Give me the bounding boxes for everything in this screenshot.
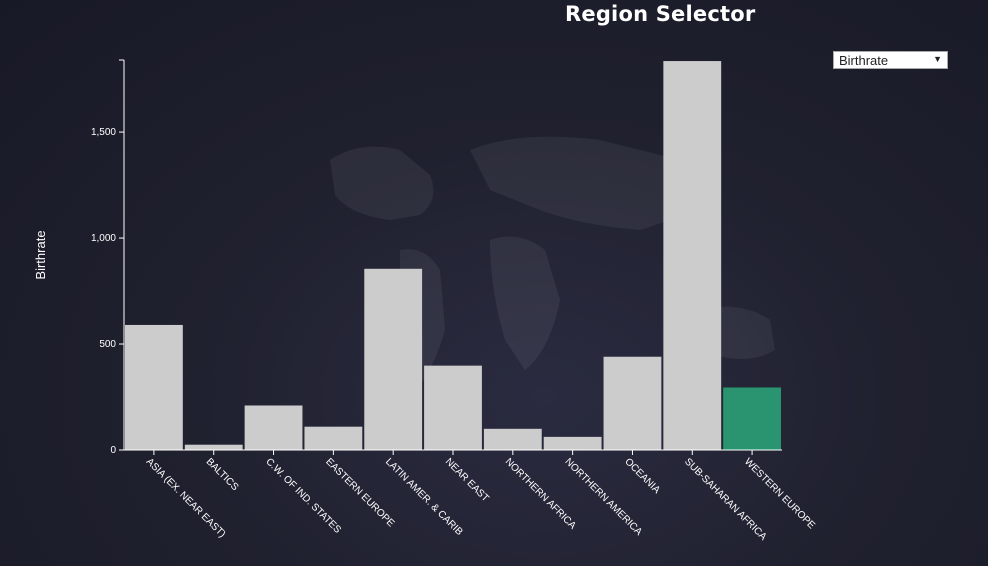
bar-eastern-europe[interactable] <box>304 426 363 450</box>
metric-dropdown[interactable]: Birthrate ▼ <box>833 51 948 69</box>
bar-sub-saharan-africa[interactable] <box>663 61 722 450</box>
bar-c-w-of-ind-states[interactable] <box>244 405 303 450</box>
y-axis-label: Birthrate <box>33 230 48 279</box>
bar-oceania[interactable] <box>603 356 662 450</box>
bar-western-europe[interactable] <box>723 387 781 450</box>
y-tick-label: 1,500 <box>91 127 116 138</box>
metric-dropdown-value: Birthrate <box>839 53 889 68</box>
bar-northern-africa[interactable] <box>483 428 542 450</box>
x-axis: ASIA (EX. NEAR EAST)BALTICS C.W. OF IND. … <box>124 449 817 543</box>
x-tick-label: BALTICS <box>204 456 241 493</box>
y-axis: 0 500 1,000 1,500 <box>91 59 125 456</box>
bar-near-east[interactable] <box>424 365 482 450</box>
triangle-down-icon[interactable]: ▼ <box>933 54 942 64</box>
y-tick-label: 500 <box>99 339 116 350</box>
y-tick-label: 1,000 <box>91 233 116 244</box>
bar-group <box>125 61 781 450</box>
x-tick-label: OCEANIA <box>622 456 662 496</box>
page-title: Region Selector <box>565 2 756 26</box>
x-tick-label: NEAR EAST <box>443 456 491 504</box>
bar-latin-amer-carib[interactable] <box>364 268 423 450</box>
bar-baltics[interactable] <box>184 444 243 450</box>
bar-asia-ex-near-east[interactable] <box>125 324 183 450</box>
y-tick-label: 0 <box>110 445 116 456</box>
bar-northern-america[interactable] <box>543 436 602 450</box>
